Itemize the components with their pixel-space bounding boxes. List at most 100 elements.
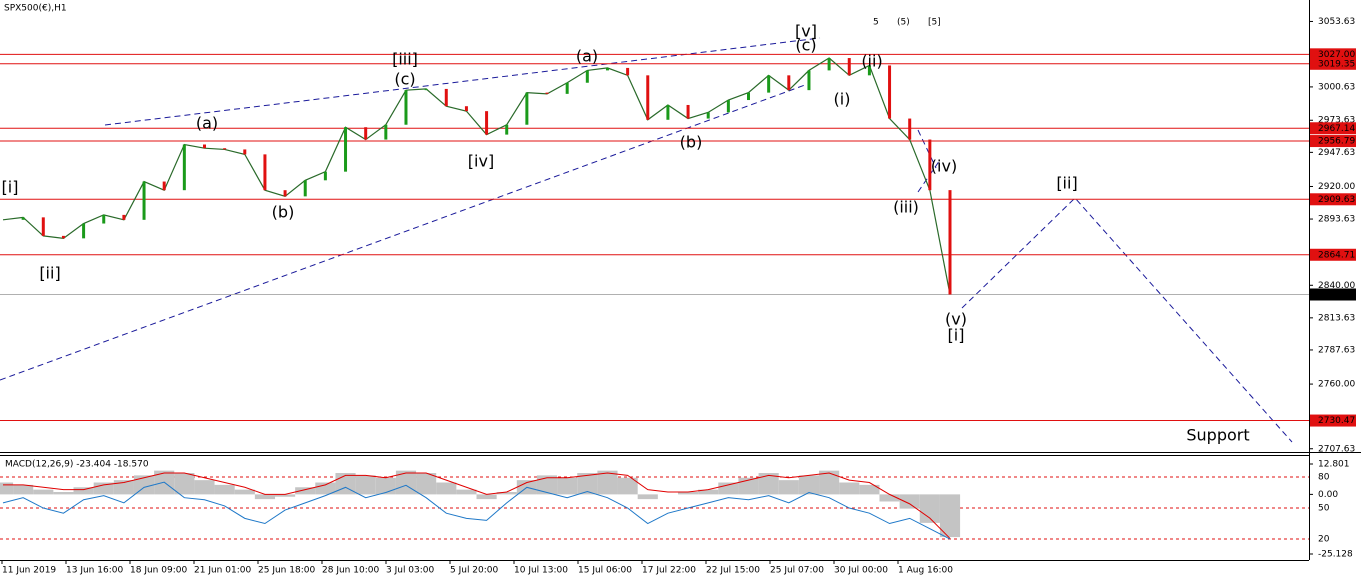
histogram-bar <box>798 475 820 495</box>
x-tick-label: 13 Jun 16:00 <box>66 566 123 576</box>
level-label-bg <box>1310 48 1356 61</box>
y-tick-label: 12.801 <box>1318 460 1350 470</box>
wave-label: (c) <box>394 70 415 89</box>
y-tick-label: 3000.63 <box>1318 82 1355 92</box>
y-tick-label: 2813.63 <box>1318 313 1355 323</box>
level-label-bg <box>1310 122 1356 135</box>
x-tick-label: 30 Jul 00:00 <box>834 566 888 576</box>
wave-label: (v) <box>945 310 967 329</box>
y-tick-label: 2787.63 <box>1318 345 1355 355</box>
trend-line <box>0 84 806 381</box>
y2-tick-label: 20 <box>1318 535 1330 545</box>
current-price-label: 2832.53 <box>1318 290 1355 300</box>
level-label-bg <box>1310 57 1356 70</box>
level-label-bg <box>1310 135 1356 148</box>
histogram-bar <box>214 484 235 495</box>
wave-count: [5] <box>928 18 941 28</box>
x-tick-label: 10 Jul 13:00 <box>514 566 568 576</box>
histogram-bar <box>738 477 759 495</box>
wave-label: (ii) <box>861 52 882 71</box>
histogram-bar <box>436 482 457 495</box>
y-tick-label: 2920.00 <box>1318 182 1355 192</box>
histogram-bar <box>919 494 940 523</box>
histogram-bar <box>839 482 860 495</box>
y2-tick-label: 50 <box>1318 504 1330 514</box>
y-tick-label: 2760.00 <box>1318 380 1355 390</box>
wave-label: [ii] <box>1056 174 1077 193</box>
trend-lines <box>0 37 1293 443</box>
histogram-bar <box>939 494 961 538</box>
level-label: 2730.47 <box>1318 416 1355 426</box>
wave-label: (iv) <box>931 157 957 176</box>
projection-line <box>961 197 1293 443</box>
histogram-bar <box>234 489 255 495</box>
histogram-bar <box>113 480 134 495</box>
histogram-bar <box>637 494 658 500</box>
y-tick-label: 2947.63 <box>1318 148 1355 158</box>
histogram-bar <box>476 494 497 500</box>
macd-title: MACD(12,26,9) -23.404 -18.570 <box>5 460 149 470</box>
histogram-bar <box>355 475 376 495</box>
histogram-bar <box>577 473 598 495</box>
chart-title: SPX500(€),H1 <box>4 4 67 14</box>
histogram-bar <box>0 482 14 495</box>
wave-label: (b) <box>272 203 295 222</box>
x-tick-label: 5 Jul 20:00 <box>450 566 499 576</box>
histogram-bar <box>677 492 699 495</box>
wave-label: (a) <box>576 47 598 66</box>
wave-label: [i] <box>948 326 965 345</box>
current-price-bg <box>1310 288 1356 301</box>
x-tick-label: 25 Jul 07:00 <box>770 566 824 576</box>
histogram-bar <box>899 494 920 509</box>
level-label: 2909.63 <box>1318 195 1355 205</box>
histogram-bar <box>73 487 94 495</box>
level-label: 2864.71 <box>1318 250 1355 260</box>
wave-label: (a) <box>196 114 218 133</box>
histogram-bar <box>275 494 296 497</box>
histogram-bar <box>496 492 517 495</box>
wave-label: [iv] <box>468 152 494 171</box>
histogram-bar <box>859 484 880 495</box>
y2-tick-label: 80 <box>1318 473 1330 483</box>
y-tick-label: 0.00 <box>1318 490 1338 500</box>
histogram-bar <box>758 473 779 495</box>
level-label-bg <box>1310 248 1356 261</box>
wave-count: 5 <box>873 18 879 28</box>
histogram-bar <box>557 477 578 495</box>
y-tick-label: 2840.00 <box>1318 281 1355 291</box>
wave-label: [i] <box>2 178 19 197</box>
x-tick-label: 11 Jun 2019 <box>2 566 56 576</box>
indicator-line <box>2 481 951 540</box>
wave-label: Support <box>1186 426 1249 445</box>
histogram-bar <box>133 475 155 495</box>
histogram-bar <box>597 470 618 495</box>
trend-line <box>917 129 937 169</box>
x-tick-label: 18 Jun 09:00 <box>130 566 187 576</box>
y-tick-label: 3053.63 <box>1318 17 1355 27</box>
histogram-bar <box>456 489 477 495</box>
histogram-bar <box>879 494 900 502</box>
x-tick-label: 3 Jul 03:00 <box>386 566 435 576</box>
y-tick-label: 2893.63 <box>1318 215 1355 225</box>
histogram-bar <box>295 487 316 495</box>
level-label: 3027.00 <box>1318 50 1355 60</box>
histogram-bar <box>536 475 558 495</box>
y-tick-label: 2707.63 <box>1318 444 1355 454</box>
wave-label: (b) <box>680 133 703 152</box>
wave-label: (iii) <box>893 198 919 217</box>
histogram-bar <box>13 484 34 495</box>
wave-label: [v] <box>795 22 817 41</box>
trend-line <box>917 159 941 193</box>
histogram-bar <box>416 473 437 495</box>
histogram-bar <box>254 494 276 500</box>
x-tick-label: 28 Jun 10:00 <box>322 566 379 576</box>
wave-count: (5) <box>897 18 910 28</box>
histogram-bar <box>53 492 74 495</box>
x-tick-label: 25 Jun 18:00 <box>258 566 315 576</box>
level-label: 2967.14 <box>1318 124 1355 134</box>
wave-label: (c) <box>795 36 816 55</box>
x-tick-label: 1 Aug 16:00 <box>898 566 953 576</box>
histogram-bar <box>819 470 840 495</box>
